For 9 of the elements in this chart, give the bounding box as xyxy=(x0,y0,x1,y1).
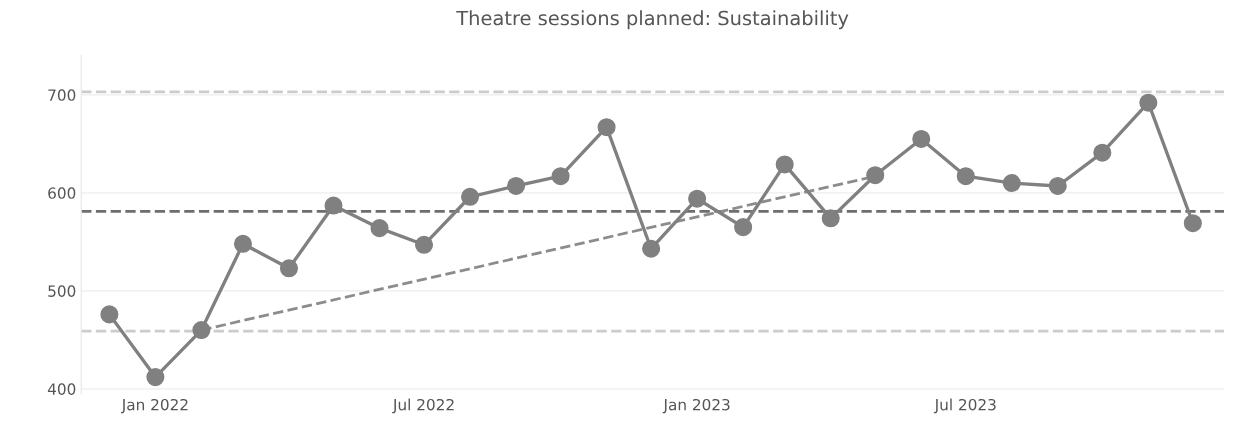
x-tick-label: Jul 2022 xyxy=(392,398,454,414)
x-tick-label: Jan 2023 xyxy=(662,398,730,414)
y-tick-label: 600 xyxy=(48,187,76,199)
x-tick-label: Jan 2022 xyxy=(120,398,188,414)
y-tick-label: 700 xyxy=(48,89,76,101)
x-tick-label: Jul 2023 xyxy=(933,398,996,414)
y-tick-label: 500 xyxy=(48,285,76,297)
y-tick-label: 400 xyxy=(47,383,76,395)
chart-title: Theatre sessions planned: Sustainability xyxy=(456,10,849,30)
